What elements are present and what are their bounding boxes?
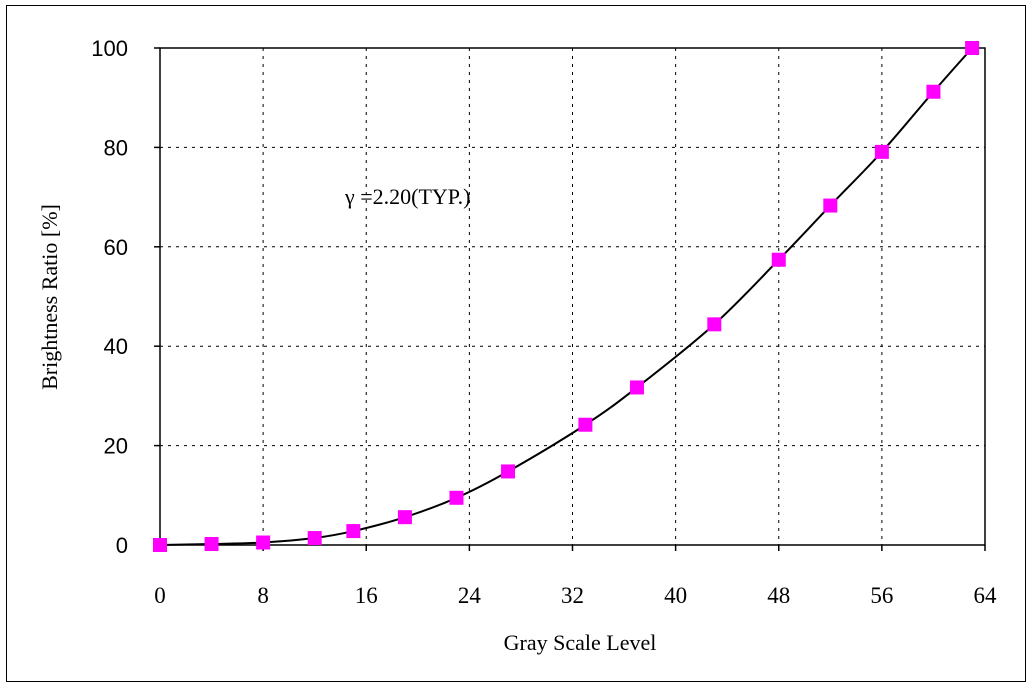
x-tick-label: 16 [355,583,378,608]
gamma-annotation: γ =2.20(TYP.) [344,184,470,209]
x-tick-label: 56 [870,583,893,608]
series-markers [153,41,980,552]
data-point-marker [346,524,361,539]
y-axis-label: Brightness Ratio [%] [37,204,62,390]
grid [160,48,985,545]
y-tick-label: 40 [104,334,128,359]
data-point-marker [707,317,722,332]
y-tick-label: 0 [116,533,128,558]
x-tick-label: 48 [767,583,790,608]
data-point-marker [926,84,941,99]
x-tick-label: 24 [458,583,482,608]
x-tick-label: 32 [561,583,584,608]
x-tick-label: 40 [664,583,687,608]
data-point-marker [397,510,412,525]
data-point-marker [204,537,219,552]
data-point-marker [629,380,644,395]
y-tick-label: 100 [91,36,128,61]
data-point-marker [823,198,838,213]
y-axis-ticks: 0 20 40 60 80 100 [91,36,160,558]
data-point-marker [578,417,593,432]
data-point-marker [256,535,271,550]
x-tick-label: 0 [154,583,166,608]
data-point-marker [449,490,464,505]
y-tick-label: 20 [104,434,128,459]
chart-frame [6,5,1026,682]
data-point-marker [874,144,889,159]
x-axis-ticks: 0 8 16 24 32 40 48 56 64 [154,545,997,608]
data-point-marker [965,41,980,55]
x-tick-label: 64 [974,583,998,608]
data-point-marker [153,538,167,552]
y-tick-label: 80 [104,135,128,160]
x-tick-label: 8 [257,583,269,608]
y-tick-label: 60 [104,235,128,260]
x-axis-label: Gray Scale Level [504,630,657,655]
data-point-marker [771,252,786,267]
series-line [159,47,973,546]
data-point-marker [307,531,322,546]
data-point-marker [501,464,516,479]
